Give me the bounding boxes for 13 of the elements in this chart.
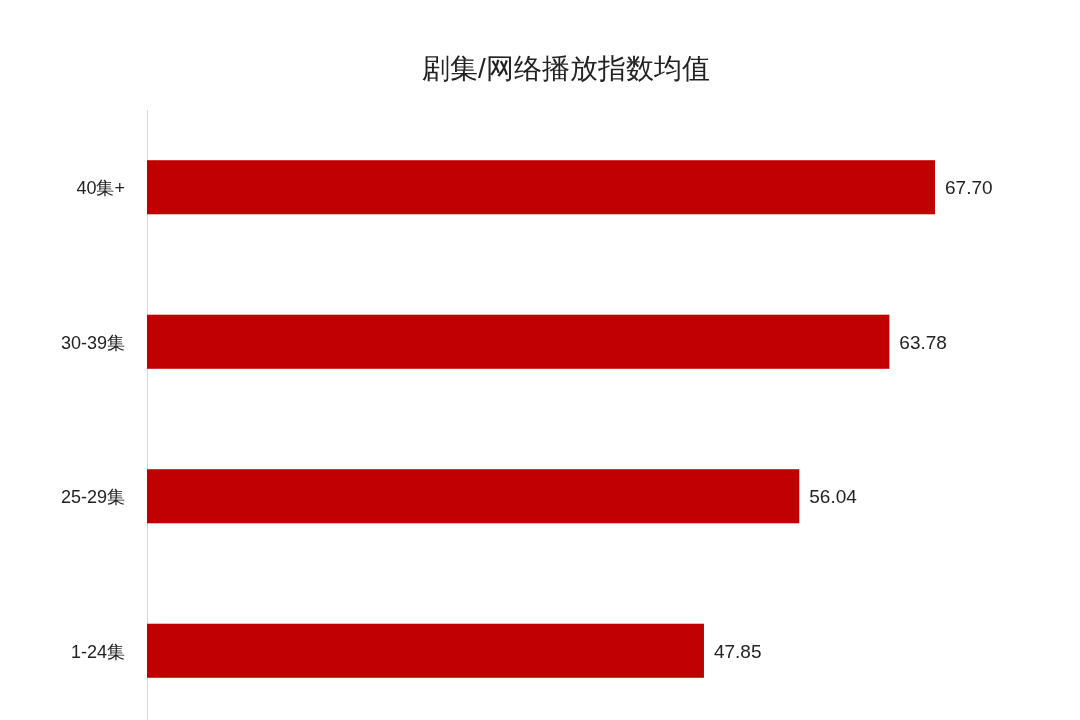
data-label: 67.70 bbox=[945, 177, 993, 199]
data-label: 56.04 bbox=[809, 486, 858, 508]
bar bbox=[147, 160, 935, 215]
bar bbox=[147, 314, 890, 369]
data-label: 63.78 bbox=[899, 331, 947, 353]
bar bbox=[147, 623, 704, 678]
bar bbox=[147, 469, 800, 524]
chart-title: 剧集/网络播放指数均值 bbox=[422, 53, 710, 84]
y-tick-label: 25-29集 bbox=[60, 487, 125, 508]
y-tick-label: 30-39集 bbox=[60, 332, 125, 353]
y-tick-label: 40集+ bbox=[76, 178, 125, 199]
data-label: 47.85 bbox=[713, 640, 762, 662]
y-tick-label: 1-24集 bbox=[70, 641, 125, 662]
